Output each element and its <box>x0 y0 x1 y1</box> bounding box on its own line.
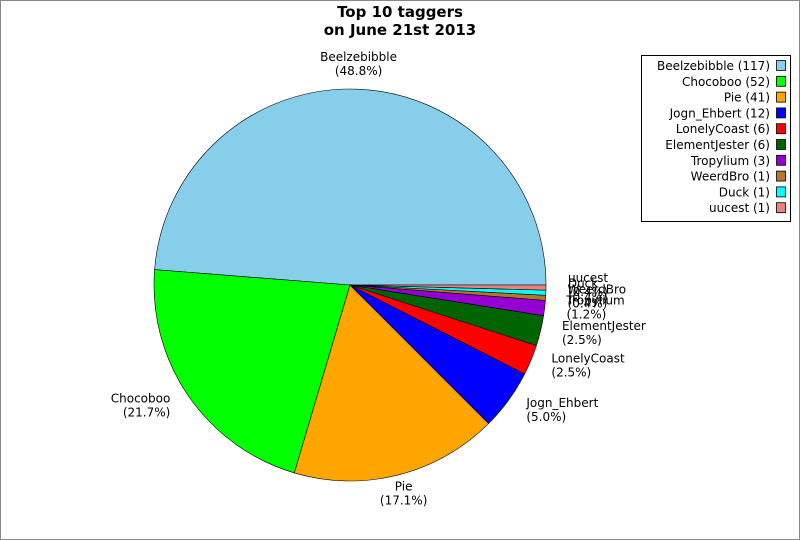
slice-percent: (48.8%) <box>335 64 382 78</box>
chart-title: Top 10 taggers <box>337 3 463 21</box>
slice-percent: (0.4%) <box>568 285 608 299</box>
legend-label: WeerdBro (1) <box>691 170 770 184</box>
slice-label: LonelyCoast <box>551 351 625 365</box>
slice-label: Tropylium <box>565 294 624 308</box>
slice-percent: (2.5%) <box>551 365 591 379</box>
slice-label: uucest <box>568 271 608 285</box>
legend-swatch <box>776 202 786 214</box>
legend-swatch <box>776 186 786 198</box>
legend-swatch <box>776 139 786 150</box>
slice-percent: (0.4%) <box>568 291 608 305</box>
slice-percent: (1.2%) <box>566 308 606 322</box>
legend-swatch <box>776 60 786 71</box>
slice-label: Pie <box>395 479 413 493</box>
slice-label: ElementJester <box>562 319 646 333</box>
legend-swatch <box>776 123 786 135</box>
pie-slice <box>153 269 351 474</box>
legend-swatch <box>776 91 786 103</box>
legend-swatch <box>776 107 786 119</box>
slice-percent: (21.7%) <box>123 405 170 419</box>
pie-slice <box>154 88 547 286</box>
legend-label: Tropylium (3) <box>690 154 770 168</box>
pie-slice <box>293 284 490 482</box>
legend-label: Jogn_Ehbert (12) <box>669 106 770 120</box>
legend-label: Duck (1) <box>719 185 770 199</box>
legend-swatch <box>776 170 786 182</box>
slice-percent: (0.4%) <box>568 296 608 310</box>
legend-label: Pie (41) <box>724 91 770 105</box>
legend-label: Chocoboo (52) <box>682 75 770 89</box>
slice-percent: (17.1%) <box>380 493 427 507</box>
legend-label: ElementJester (6) <box>665 138 770 152</box>
legend-box <box>641 55 791 222</box>
legend-label: Beelzebibble (117) <box>657 59 770 73</box>
slice-label: Jogn_Ehbert <box>525 396 598 410</box>
slice-percent: (2.5%) <box>562 333 602 347</box>
chart-subtitle: on June 21st 2013 <box>324 21 476 39</box>
legend-label: uucest (1) <box>709 201 770 215</box>
slice-percent: (5.0%) <box>526 410 566 424</box>
slice-label: Chocoboo <box>111 391 171 405</box>
pie-slice <box>349 284 547 291</box>
slice-label: WeerdBro <box>568 282 627 296</box>
legend-swatch <box>776 154 786 166</box>
legend-label: LonelyCoast (6) <box>676 122 770 136</box>
legend-swatch <box>776 75 786 87</box>
slice-label: Duck <box>568 277 598 291</box>
slice-label: Beelzebibble <box>320 50 397 64</box>
